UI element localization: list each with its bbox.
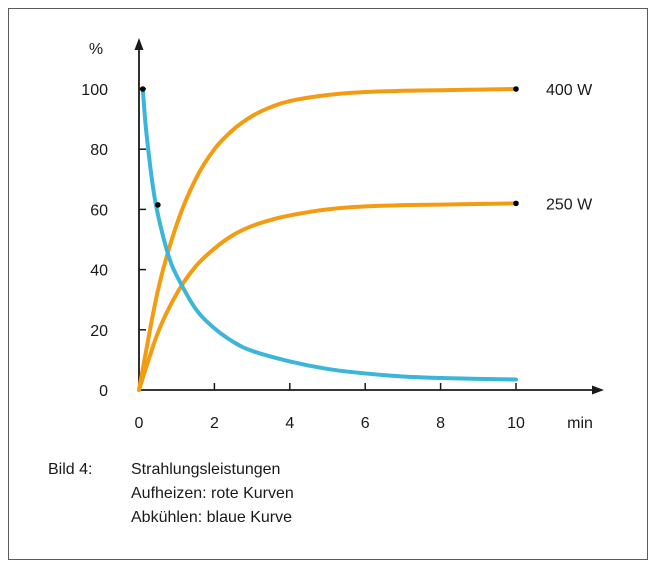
x-tick-label: 2 — [210, 415, 219, 432]
x-axis-arrow — [592, 385, 604, 395]
x-tick-label: 4 — [285, 415, 294, 432]
y-tick-label: 60 — [90, 202, 108, 219]
figure-caption-label: Bild 4: — [48, 461, 93, 478]
data-point-marker — [139, 86, 146, 92]
y-tick-label: 40 — [90, 263, 108, 280]
y-tick-label: 100 — [81, 82, 108, 99]
figure-caption-heating: Aufheizen: rote Kurven — [131, 485, 294, 502]
y-tick-label: 20 — [90, 323, 108, 340]
figure-frame — [8, 8, 648, 560]
y-tick-label: 0 — [99, 383, 108, 400]
y-axis-label: % — [89, 41, 103, 58]
figure-caption-title: Strahlungsleistungen — [131, 461, 281, 478]
y-axis-arrow — [134, 38, 144, 50]
y-tick-label: 80 — [90, 142, 108, 159]
series-label-400-w: 400 W — [546, 82, 593, 99]
data-point-marker — [155, 202, 161, 208]
x-tick-label: 8 — [436, 415, 445, 432]
series-label-250-w: 250 W — [546, 196, 593, 213]
x-axis-label: min — [567, 415, 593, 432]
data-point-marker — [513, 200, 519, 207]
x-tick-label: 6 — [361, 415, 370, 432]
series-line-400-w — [137, 87, 518, 392]
x-tick-label: 10 — [507, 415, 525, 432]
figure-caption-cooling: Abkühlen: blaue Kurve — [131, 509, 292, 526]
data-point-marker — [513, 86, 519, 92]
series-line-cooling — [140, 87, 518, 382]
x-tick-label: 0 — [135, 415, 144, 432]
series-line-250-w — [137, 201, 518, 392]
